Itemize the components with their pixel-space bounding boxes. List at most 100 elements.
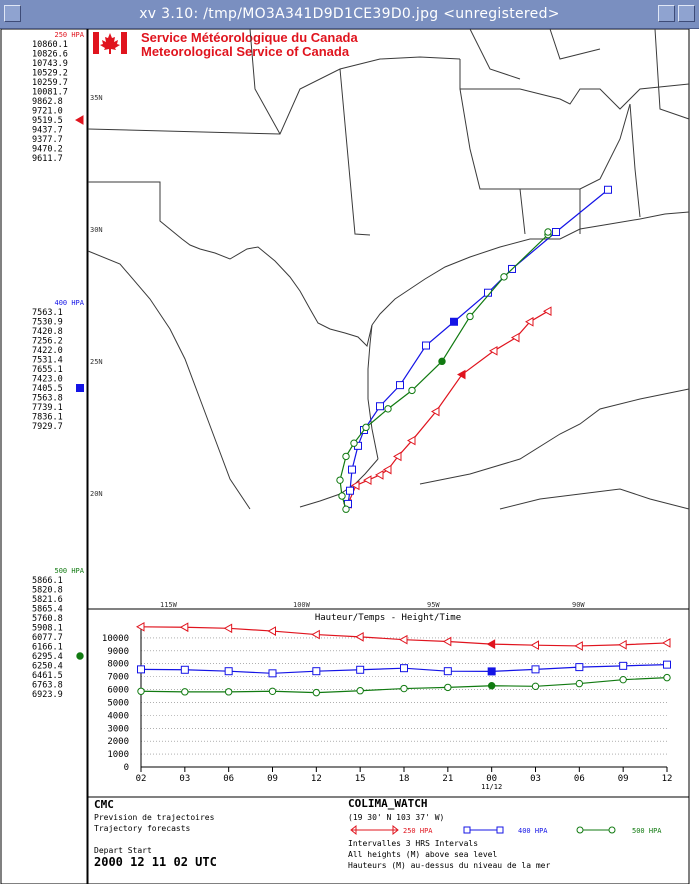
trajectory-point xyxy=(338,492,346,500)
y-tick-label: 6000 xyxy=(107,686,129,696)
legend-400: 400 HPA xyxy=(518,827,548,835)
side-height-list: 250 HPA10860.110826.610743.910529.210259… xyxy=(32,31,85,700)
lat-label: 35N xyxy=(90,94,103,102)
lat-label: 25N xyxy=(90,358,103,366)
trajectory-point xyxy=(500,273,508,281)
side-height-value: 5760.8 xyxy=(32,614,63,624)
trajectory-point xyxy=(342,505,350,513)
lon-label: 115W xyxy=(160,601,178,609)
height-point xyxy=(486,639,496,649)
side-height-value: 9519.5 xyxy=(32,116,63,126)
footer-legend: 250 HPA 400 HPA 500 HPA xyxy=(350,824,662,836)
lat-label: 30N xyxy=(90,226,103,234)
side-height-value: 10259.7 xyxy=(32,78,68,88)
height-point xyxy=(268,669,277,678)
side-height-value: 5866.1 xyxy=(32,576,63,586)
y-tick-label: 2000 xyxy=(107,737,129,747)
height-point xyxy=(398,634,408,645)
legend-square-marker xyxy=(496,826,504,834)
height-point xyxy=(267,626,276,636)
x-tick-label: 12 xyxy=(662,774,673,784)
map-grid-labels: 35N 30N 25N 20N 115W 100W 95W 90W xyxy=(90,94,585,609)
footer-panel xyxy=(87,796,690,884)
side-height-value: 6077.7 xyxy=(32,633,63,643)
height-point xyxy=(135,621,145,632)
y-tick-label: 5000 xyxy=(107,698,129,708)
height-point xyxy=(400,664,408,673)
depart-label: Depart Start xyxy=(94,846,152,855)
side-height-value: 7739.1 xyxy=(32,403,63,413)
side-height-value: 5908.1 xyxy=(32,624,63,634)
height-point xyxy=(619,661,628,670)
trajectory-point xyxy=(542,306,552,317)
trajectory-point xyxy=(350,480,360,491)
trajectory-point xyxy=(346,486,354,495)
trajectory-point xyxy=(406,435,416,446)
trajectory-point xyxy=(336,476,344,484)
height-point xyxy=(618,639,627,650)
trajectory-point xyxy=(384,405,392,413)
map-boundaries xyxy=(87,29,690,510)
y-tick-label: 9000 xyxy=(107,647,129,657)
side-height-value: 6461.5 xyxy=(32,671,63,681)
height-point xyxy=(224,688,233,696)
window-titlebar[interactable]: xv 3.10: /tmp/MO3A341D9D1CE39D0.jpg <unr… xyxy=(0,0,699,29)
height-point xyxy=(619,675,627,684)
height-point xyxy=(224,667,233,676)
forecasts-text: Trajectory forecasts xyxy=(94,824,191,833)
height-point xyxy=(268,687,277,695)
station-coords: (19 30' N 103 37' W) xyxy=(348,813,444,822)
side-height-value: 7423.0 xyxy=(32,375,63,385)
legend-circle-marker xyxy=(576,826,584,834)
height-point xyxy=(355,631,364,642)
side-height-value: 5820.8 xyxy=(32,586,63,596)
height-point xyxy=(575,679,584,688)
x-tick-label: 21 xyxy=(442,774,453,784)
lat-label: 20N xyxy=(90,490,103,498)
side-height-value: 7530.9 xyxy=(32,318,63,328)
height-point xyxy=(487,667,496,676)
trajectory-point xyxy=(456,369,466,380)
minimize-button[interactable] xyxy=(658,5,675,22)
brand-line-english: Meteorological Service of Canada xyxy=(141,44,350,59)
side-current-marker xyxy=(76,652,84,660)
brand-line-french: Service Météorologique du Canada xyxy=(141,30,358,45)
legend-triangle-marker xyxy=(350,824,357,836)
x-tick-label: 09 xyxy=(267,774,278,784)
height-point xyxy=(137,665,145,674)
height-point xyxy=(312,667,321,676)
side-height-value: 10529.2 xyxy=(32,69,68,79)
height-point xyxy=(663,673,671,682)
map-panel xyxy=(87,29,690,610)
height-point xyxy=(663,660,671,669)
side-height-value: 6166.1 xyxy=(32,643,63,653)
side-height-value: 9470.2 xyxy=(32,145,63,155)
trajectory-point xyxy=(430,406,440,417)
side-height-value: 5821.6 xyxy=(32,595,63,605)
window-menu-button[interactable] xyxy=(4,5,21,22)
x-tick-label: 00 xyxy=(486,774,497,784)
side-height-value: 7655.1 xyxy=(32,365,63,375)
side-height-value: 6250.4 xyxy=(32,662,63,672)
trajectory-point xyxy=(604,185,612,194)
side-height-value: 7563.1 xyxy=(32,308,63,318)
y-tick-label: 4000 xyxy=(107,711,129,721)
height-time-chart: 1000090008000700060005000400030002000100… xyxy=(102,621,673,791)
y-tick-label: 0 xyxy=(124,763,129,773)
side-height-value: 7836.1 xyxy=(32,413,63,423)
height-point xyxy=(181,688,189,696)
side-current-marker xyxy=(74,115,84,125)
x-tick-label: 15 xyxy=(355,774,366,784)
side-height-value: 9721.0 xyxy=(32,107,63,117)
y-tick-label: 3000 xyxy=(107,724,129,734)
height-panel xyxy=(87,608,690,798)
heights-note-en: All heights (M) above sea level xyxy=(348,850,497,859)
y-tick-label: 8000 xyxy=(107,660,129,670)
side-height-value: 6295.4 xyxy=(32,652,63,662)
y-tick-label: 10000 xyxy=(102,634,129,644)
side-height-value: 9611.7 xyxy=(32,154,63,164)
maximize-button[interactable] xyxy=(678,5,695,22)
x-tick-label: 02 xyxy=(136,774,147,784)
trajectory-point xyxy=(544,228,552,236)
side-height-value: 9377.7 xyxy=(32,135,63,145)
